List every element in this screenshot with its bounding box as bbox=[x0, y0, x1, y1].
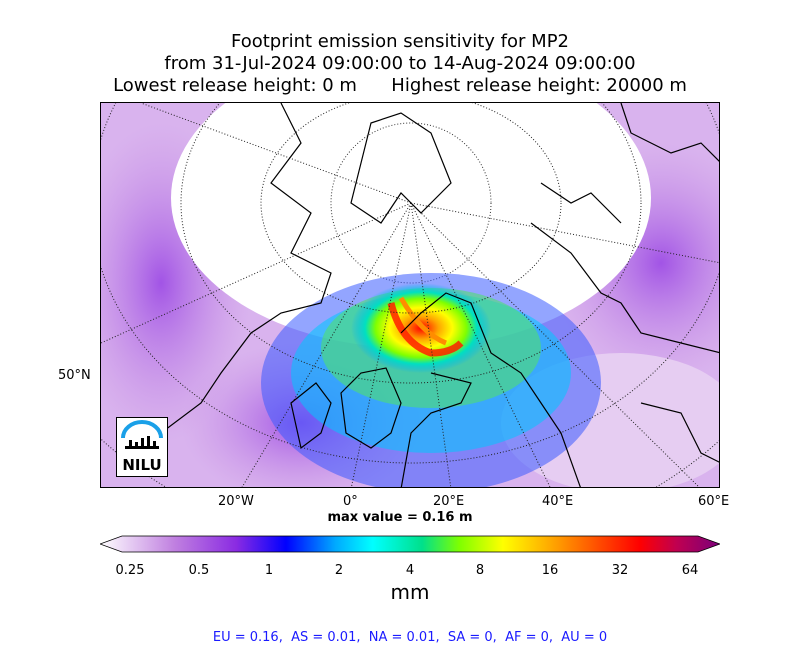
plot-title: Footprint emission sensitivity for MP2 bbox=[230, 31, 569, 52]
plot-date-range: from 31-Jul-2024 09:00:00 to 14-Aug-2024… bbox=[164, 53, 636, 74]
longitude-tick-0: 0° bbox=[343, 494, 358, 509]
colorbar-label-0: 0.25 bbox=[115, 563, 145, 578]
colorbar-label-5: 8 bbox=[475, 563, 485, 578]
colorbar-label-1: 0.5 bbox=[188, 563, 210, 578]
max-value-label: max value = 0.16 m bbox=[327, 510, 473, 525]
colorbar-label-3: 2 bbox=[334, 563, 344, 578]
longitude-tick-20w: 20°W bbox=[218, 494, 254, 509]
map-canvas bbox=[101, 103, 719, 487]
colorbar-unit: mm bbox=[390, 580, 430, 604]
latitude-tick-50n: 50°N bbox=[58, 368, 91, 383]
longitude-tick-60e: 60°E bbox=[698, 494, 730, 509]
colorbar-label-6: 16 bbox=[541, 563, 559, 578]
longitude-tick-40e: 40°E bbox=[542, 494, 574, 509]
colorbar bbox=[100, 535, 720, 553]
colorbar-label-4: 4 bbox=[405, 563, 415, 578]
coastlines bbox=[120, 103, 719, 487]
nilu-logo-text: NILU bbox=[122, 456, 162, 474]
region-totals: EU = 0.16, AS = 0.01, NA = 0.01, SA = 0,… bbox=[212, 630, 608, 645]
longitude-tick-20e: 20°E bbox=[433, 494, 465, 509]
nilu-logo-icon bbox=[121, 420, 163, 449]
nilu-logo: NILU bbox=[116, 417, 168, 477]
colorbar-label-7: 32 bbox=[611, 563, 629, 578]
footprint-map bbox=[100, 102, 720, 488]
plot-release-heights: Lowest release height: 0 m Highest relea… bbox=[113, 75, 687, 96]
colorbar-label-2: 1 bbox=[264, 563, 274, 578]
colorbar-label-8: 64 bbox=[681, 563, 699, 578]
